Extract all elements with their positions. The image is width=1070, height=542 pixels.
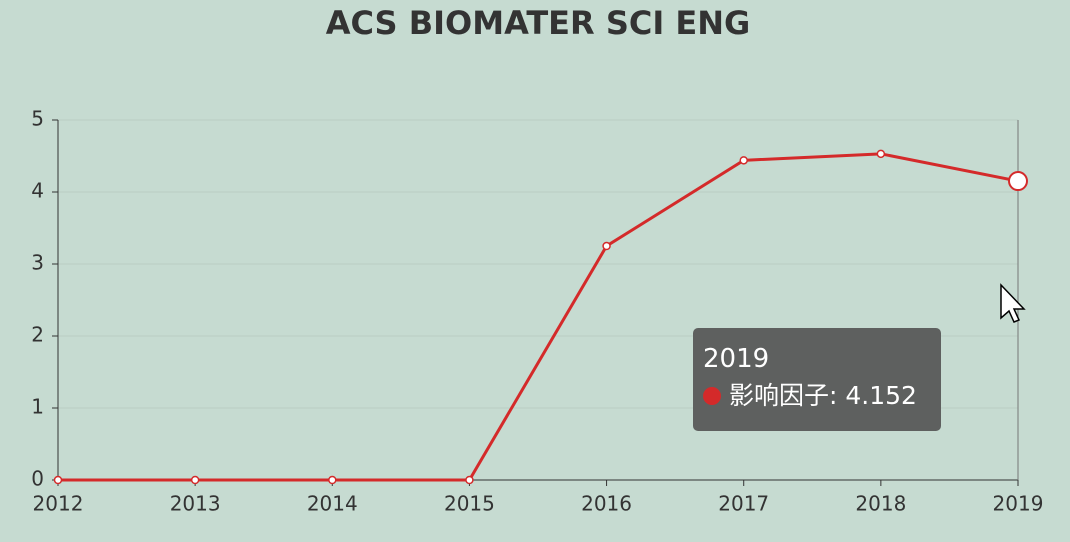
point bbox=[602, 241, 611, 251]
y-tick-label: 3 bbox=[31, 251, 44, 275]
x-tick-label: 2015 bbox=[444, 492, 495, 516]
x-tick-label: 2017 bbox=[718, 492, 769, 516]
x-tick-label: 2013 bbox=[170, 492, 221, 516]
point bbox=[739, 156, 748, 165]
point bbox=[328, 475, 337, 485]
point bbox=[53, 475, 63, 485]
x-tick-label: 2012 bbox=[33, 492, 84, 516]
x-tick-label: 2016 bbox=[581, 492, 632, 516]
point bbox=[465, 475, 474, 485]
tooltip-row: 影响因子: 4.152 bbox=[703, 376, 931, 416]
x-tick-label: 2018 bbox=[855, 492, 906, 516]
point bbox=[190, 475, 200, 485]
y-tick-label: 1 bbox=[31, 395, 44, 419]
tooltip: 2019 影响因子: 4.152 bbox=[693, 328, 941, 431]
tooltip-text: 影响因子: 4.152 bbox=[729, 381, 917, 410]
y-tick-label: 2 bbox=[31, 323, 44, 347]
x-tick-label: 2014 bbox=[307, 492, 358, 516]
chart-title: ACS BIOMATER SCI ENG bbox=[326, 4, 751, 42]
x-tick-label: 2019 bbox=[993, 492, 1044, 516]
y-tick-label: 0 bbox=[31, 467, 44, 491]
y-tick-label: 4 bbox=[31, 179, 44, 203]
point bbox=[876, 149, 886, 159]
tooltip-dot bbox=[703, 387, 721, 405]
y-tick-label: 5 bbox=[31, 107, 44, 131]
line bbox=[58, 152, 1019, 482]
point bbox=[1008, 171, 1028, 192]
tooltip-title: 2019 bbox=[703, 344, 770, 374]
